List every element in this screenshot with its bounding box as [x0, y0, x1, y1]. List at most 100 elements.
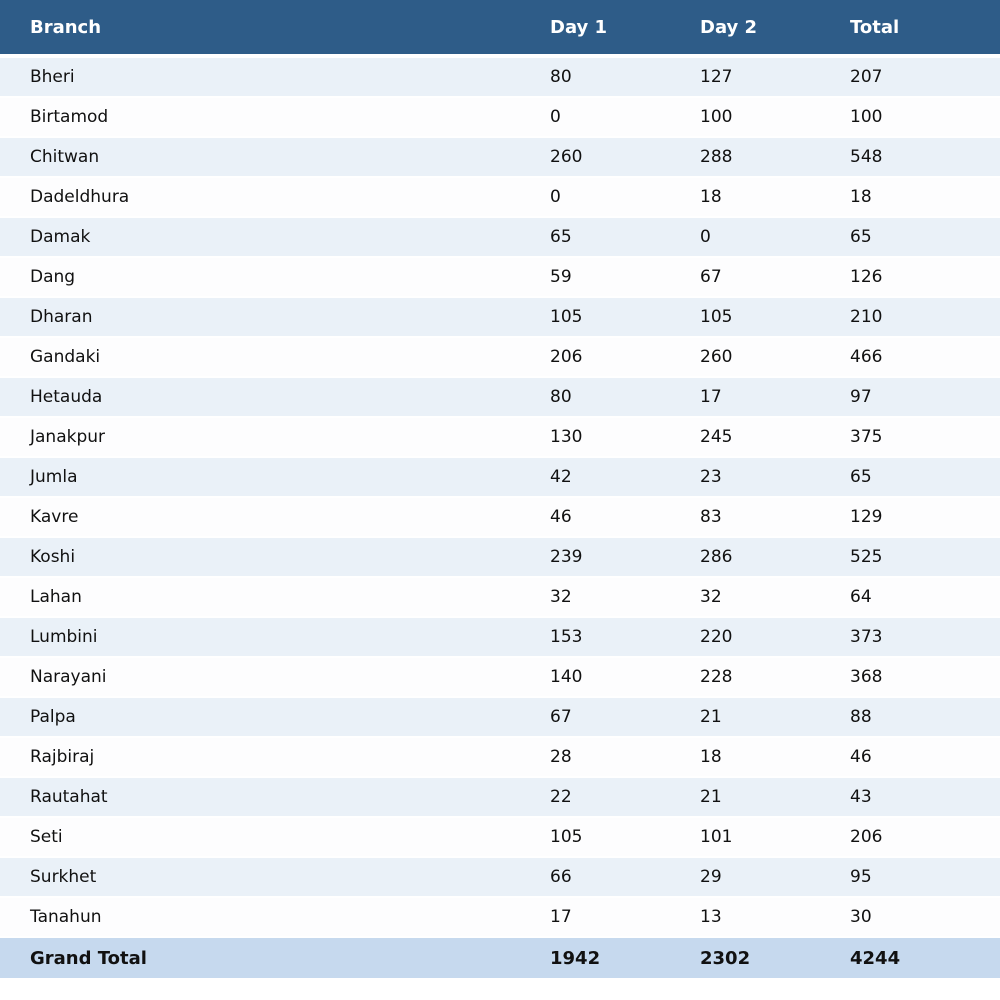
grand-total-row: Grand Total 1942 2302 4244 [0, 937, 1000, 978]
table-row: Hetauda 80 17 97 [0, 377, 1000, 418]
column-header-day2: Day 2 [670, 0, 820, 58]
table-row: Tanahun 17 13 30 [0, 897, 1000, 938]
cell-day2: 17 [670, 377, 820, 418]
table-row: Janakpur 130 245 375 [0, 417, 1000, 458]
cell-branch: Narayani [0, 657, 520, 698]
table-row: Dadeldhura 0 18 18 [0, 177, 1000, 218]
cell-branch: Koshi [0, 537, 520, 578]
cell-branch: Hetauda [0, 377, 520, 418]
cell-total: 95 [820, 857, 1000, 898]
grand-total-total: 4244 [820, 937, 1000, 978]
cell-branch: Kavre [0, 497, 520, 538]
cell-day1: 0 [520, 177, 670, 218]
cell-branch: Rautahat [0, 777, 520, 818]
cell-day2: 83 [670, 497, 820, 538]
cell-day2: 260 [670, 337, 820, 378]
cell-total: 129 [820, 497, 1000, 538]
cell-total: 375 [820, 417, 1000, 458]
cell-branch: Janakpur [0, 417, 520, 458]
cell-total: 65 [820, 457, 1000, 498]
cell-day1: 46 [520, 497, 670, 538]
cell-branch: Jumla [0, 457, 520, 498]
header-row: Branch Day 1 Day 2 Total [0, 0, 1000, 58]
cell-total: 65 [820, 217, 1000, 258]
cell-branch: Bheri [0, 56, 520, 98]
cell-day1: 130 [520, 417, 670, 458]
grand-total-day2: 2302 [670, 937, 820, 978]
table-row: Lahan 32 32 64 [0, 577, 1000, 618]
cell-day1: 59 [520, 257, 670, 298]
cell-day2: 245 [670, 417, 820, 458]
cell-total: 88 [820, 697, 1000, 738]
cell-total: 64 [820, 577, 1000, 618]
cell-day1: 42 [520, 457, 670, 498]
table-row: Bheri 80 127 207 [0, 56, 1000, 98]
cell-total: 207 [820, 56, 1000, 98]
cell-total: 30 [820, 897, 1000, 938]
cell-day2: 228 [670, 657, 820, 698]
cell-total: 206 [820, 817, 1000, 858]
table-row: Dang 59 67 126 [0, 257, 1000, 298]
cell-day2: 101 [670, 817, 820, 858]
cell-day2: 100 [670, 97, 820, 138]
cell-day2: 23 [670, 457, 820, 498]
cell-total: 373 [820, 617, 1000, 658]
cell-day2: 220 [670, 617, 820, 658]
cell-total: 368 [820, 657, 1000, 698]
cell-day1: 206 [520, 337, 670, 378]
cell-day2: 29 [670, 857, 820, 898]
cell-branch: Seti [0, 817, 520, 858]
cell-day1: 0 [520, 97, 670, 138]
cell-day2: 21 [670, 777, 820, 818]
cell-total: 97 [820, 377, 1000, 418]
table-row: Gandaki 206 260 466 [0, 337, 1000, 378]
table-row: Rajbiraj 28 18 46 [0, 737, 1000, 778]
cell-day1: 17 [520, 897, 670, 938]
cell-branch: Lumbini [0, 617, 520, 658]
table-body: Bheri 80 127 207 Birtamod 0 100 100 Chitwan 260 28… [0, 56, 1000, 938]
cell-branch: Chitwan [0, 137, 520, 178]
cell-day2: 0 [670, 217, 820, 258]
table-row: Jumla 42 23 65 [0, 457, 1000, 498]
cell-branch: Surkhet [0, 857, 520, 898]
cell-day1: 80 [520, 56, 670, 98]
cell-day1: 67 [520, 697, 670, 738]
table-row: Palpa 67 21 88 [0, 697, 1000, 738]
cell-branch: Gandaki [0, 337, 520, 378]
cell-day1: 105 [520, 817, 670, 858]
cell-day1: 66 [520, 857, 670, 898]
column-header-day1: Day 1 [520, 0, 670, 58]
cell-day2: 67 [670, 257, 820, 298]
table-row: Chitwan 260 288 548 [0, 137, 1000, 178]
cell-branch: Birtamod [0, 97, 520, 138]
table-row: Surkhet 66 29 95 [0, 857, 1000, 898]
cell-branch: Palpa [0, 697, 520, 738]
cell-day2: 288 [670, 137, 820, 178]
cell-day1: 140 [520, 657, 670, 698]
cell-total: 43 [820, 777, 1000, 818]
cell-day1: 80 [520, 377, 670, 418]
cell-branch: Tanahun [0, 897, 520, 938]
table-row: Narayani 140 228 368 [0, 657, 1000, 698]
table-row: Damak 65 0 65 [0, 217, 1000, 258]
cell-day1: 65 [520, 217, 670, 258]
table-row: Koshi 239 286 525 [0, 537, 1000, 578]
cell-day2: 105 [670, 297, 820, 338]
cell-total: 18 [820, 177, 1000, 218]
cell-day1: 239 [520, 537, 670, 578]
cell-total: 210 [820, 297, 1000, 338]
cell-day2: 21 [670, 697, 820, 738]
column-header-total: Total [820, 0, 1000, 58]
cell-day2: 18 [670, 177, 820, 218]
cell-branch: Dang [0, 257, 520, 298]
table-row: Dharan 105 105 210 [0, 297, 1000, 338]
table-row: Seti 105 101 206 [0, 817, 1000, 858]
cell-day2: 127 [670, 56, 820, 98]
cell-total: 100 [820, 97, 1000, 138]
cell-total: 525 [820, 537, 1000, 578]
cell-branch: Rajbiraj [0, 737, 520, 778]
branch-data-table: Branch Day 1 Day 2 Total Bheri 80 127 207 Bi… [0, 0, 1000, 978]
cell-day1: 105 [520, 297, 670, 338]
cell-day1: 28 [520, 737, 670, 778]
table-row: Rautahat 22 21 43 [0, 777, 1000, 818]
